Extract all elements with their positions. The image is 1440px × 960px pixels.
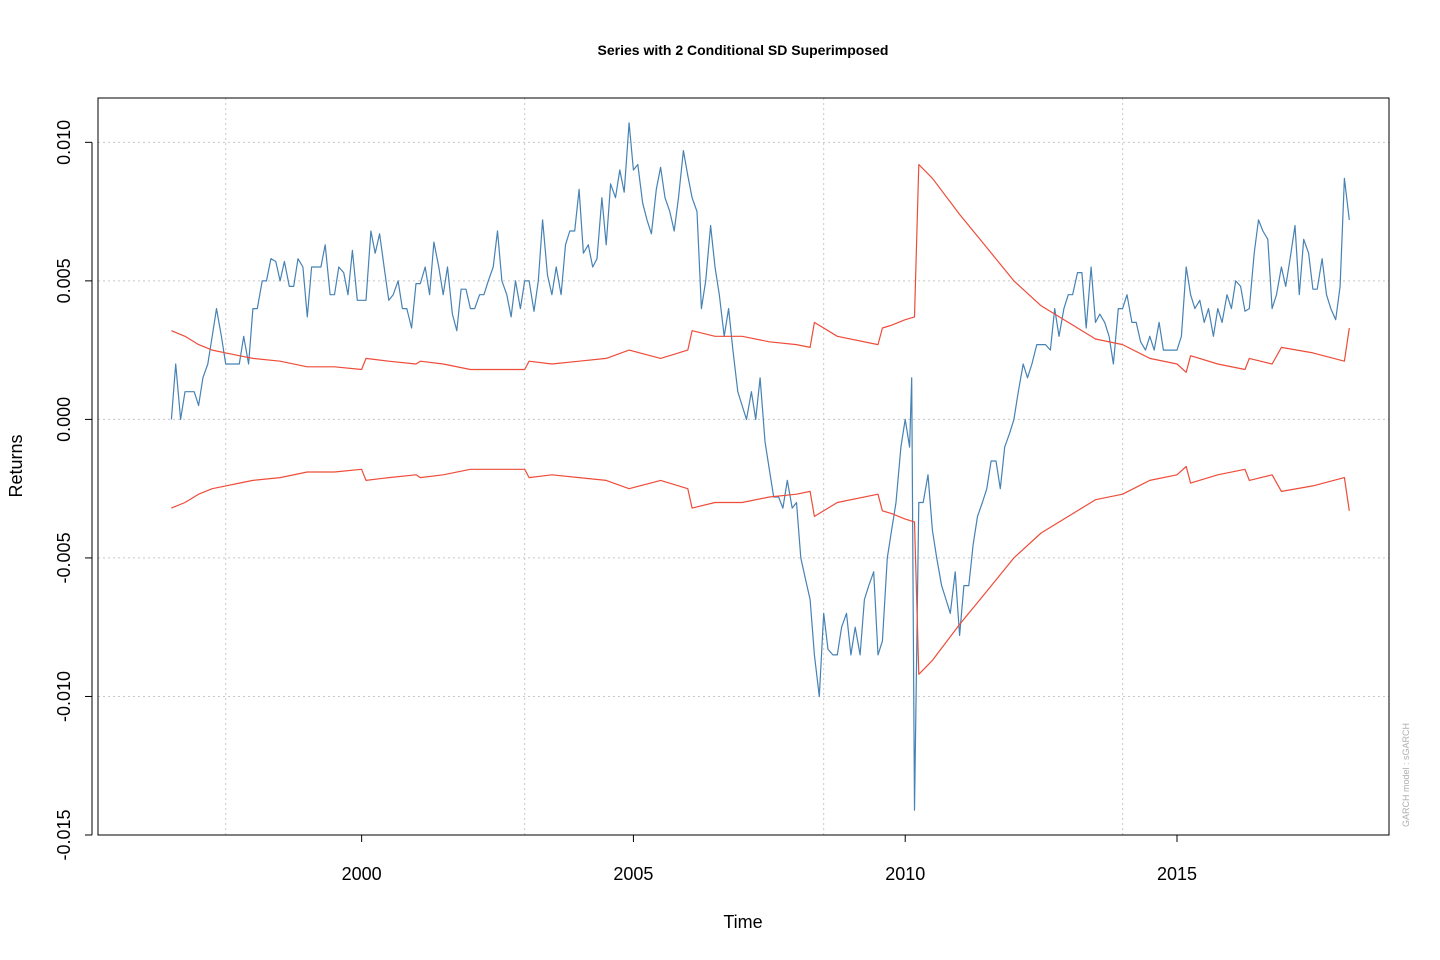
series-line-returns: [170, 122, 1350, 811]
x-tick-label: 2005: [613, 864, 653, 884]
y-axis-label: Returns: [6, 434, 26, 497]
model-note: GARCH model : sGARCH: [1401, 723, 1411, 827]
x-axis: 2000 2005 2010 2015: [342, 835, 1197, 884]
x-tick-label: 2000: [342, 864, 382, 884]
chart-title: Series with 2 Conditional SD Superimpose…: [598, 42, 889, 58]
y-axis: -0.015 -0.010 -0.005 0.000 0.005 0.010: [54, 120, 93, 861]
series-line-upper-band: [171, 163, 1350, 373]
y-tick-label: 0.000: [54, 397, 74, 442]
y-tick-label: 0.010: [54, 120, 74, 165]
y-tick-label: -0.005: [54, 532, 74, 583]
y-tick-label: 0.005: [54, 258, 74, 303]
series-lines: [170, 122, 1350, 811]
series-line-lower-band: [171, 465, 1350, 675]
plot-frame: [97, 97, 1390, 836]
y-tick-label: -0.015: [54, 809, 74, 860]
y-tick-label: -0.010: [54, 671, 74, 722]
x-axis-label: Time: [723, 912, 762, 932]
x-tick-label: 2015: [1157, 864, 1197, 884]
x-tick-label: 2010: [885, 864, 925, 884]
grid-lines: [98, 98, 1389, 835]
